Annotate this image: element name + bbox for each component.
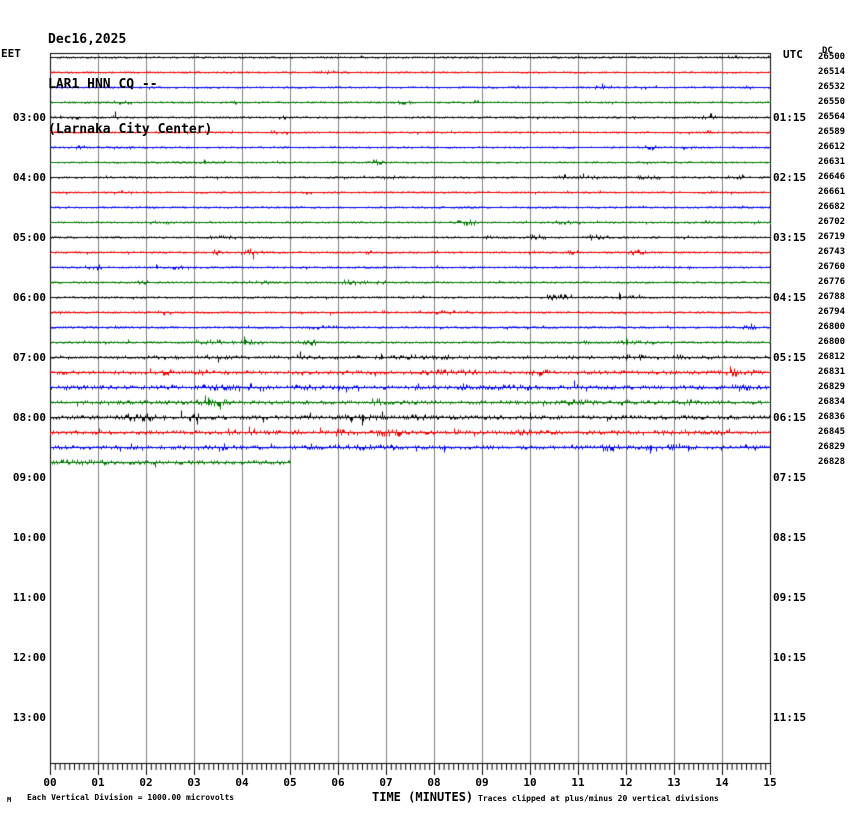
x-tick-label: 13 <box>667 776 681 789</box>
x-axis-title: TIME (MINUTES) <box>372 790 474 804</box>
right-hour-label: 01:15 <box>773 111 807 124</box>
x-tick-label: 04 <box>235 776 249 789</box>
x-tick-label: 03 <box>187 776 201 789</box>
dc-value: 26514 <box>818 67 846 77</box>
x-tick-label: 00 <box>43 776 57 789</box>
footer-scale-glyph: M <box>7 796 12 804</box>
x-tick-label: 07 <box>379 776 393 789</box>
x-tick-label: 11 <box>571 776 585 789</box>
right-hour-label: 05:15 <box>773 351 807 364</box>
dc-value: 26646 <box>818 172 846 182</box>
dc-value: 26829 <box>818 442 846 452</box>
header: Dec16,2025 LAR1 HNN CQ -- (Larnaka City … <box>48 2 212 167</box>
header-location: (Larnaka City Center) <box>48 122 213 137</box>
left-hour-label: 09:00 <box>12 471 46 484</box>
dc-value: 26800 <box>818 337 846 347</box>
dc-value: 26829 <box>818 382 846 392</box>
left-hour-label: 03:00 <box>12 111 46 124</box>
dc-value: 26776 <box>818 277 846 287</box>
dc-value: 26845 <box>818 427 846 437</box>
dc-value: 26564 <box>818 112 846 122</box>
x-tick-label: 01 <box>91 776 105 789</box>
right-hour-label: 09:15 <box>773 591 807 604</box>
dc-column-header: DC <box>822 46 833 56</box>
dc-value: 26612 <box>818 142 846 152</box>
dc-value: 26532 <box>818 82 846 92</box>
right-hour-label: 07:15 <box>773 471 807 484</box>
dc-value: 26794 <box>818 307 846 317</box>
dc-value: 26702 <box>818 217 846 227</box>
x-tick-label: 05 <box>283 776 297 789</box>
right-hour-label: 02:15 <box>773 171 807 184</box>
right-hour-label: 06:15 <box>773 411 807 424</box>
right-hour-label: 08:15 <box>773 531 807 544</box>
dc-value: 26800 <box>818 322 846 332</box>
left-hour-label: 13:00 <box>12 711 46 724</box>
x-tick-label: 06 <box>331 776 345 789</box>
left-axis-label: EET <box>1 47 21 60</box>
right-hour-label: 11:15 <box>773 711 807 724</box>
left-hour-label: 07:00 <box>12 351 46 364</box>
dc-value: 26828 <box>818 457 846 467</box>
left-hour-label: 11:00 <box>12 591 46 604</box>
header-date: Dec16,2025 <box>48 32 127 47</box>
dc-value: 26812 <box>818 352 846 362</box>
x-tick-label: 10 <box>523 776 537 789</box>
right-hour-label: 03:15 <box>773 231 807 244</box>
dc-value: 26719 <box>818 232 846 242</box>
dc-value: 26760 <box>818 262 846 272</box>
right-hour-label: 10:15 <box>773 651 807 664</box>
dc-value: 26834 <box>818 397 846 407</box>
footer-scale-note: Each Vertical Division = 1000.00 microvo… <box>27 793 235 802</box>
footer-clip-note: Traces clipped at plus/minus 20 vertical… <box>478 794 719 803</box>
x-tick-label: 12 <box>619 776 633 789</box>
left-hour-label: 05:00 <box>12 231 46 244</box>
x-tick-label: 14 <box>715 776 729 789</box>
dc-value: 26831 <box>818 367 846 377</box>
dc-value: 26589 <box>818 127 846 137</box>
left-hour-label: 04:00 <box>12 171 46 184</box>
left-hour-label: 12:00 <box>12 651 46 664</box>
right-axis-label: UTC <box>783 48 803 61</box>
dc-value: 26836 <box>818 412 846 422</box>
left-hour-label: 08:00 <box>12 411 46 424</box>
dc-value: 26550 <box>818 97 846 107</box>
right-hour-label: 04:15 <box>773 291 807 304</box>
left-hour-label: 06:00 <box>12 291 46 304</box>
dc-value: 26631 <box>818 157 846 167</box>
header-station: LAR1 HNN CQ -- <box>48 77 158 92</box>
x-tick-label: 09 <box>475 776 489 789</box>
x-tick-label: 15 <box>763 776 777 789</box>
left-hour-label: 10:00 <box>12 531 46 544</box>
x-tick-label: 08 <box>427 776 441 789</box>
dc-value: 26661 <box>818 187 846 197</box>
x-tick-label: 02 <box>139 776 153 789</box>
dc-value: 26682 <box>818 202 846 212</box>
dc-value: 26743 <box>818 247 846 257</box>
dc-value: 26788 <box>818 292 846 302</box>
dc-value: 26500 <box>818 52 846 62</box>
